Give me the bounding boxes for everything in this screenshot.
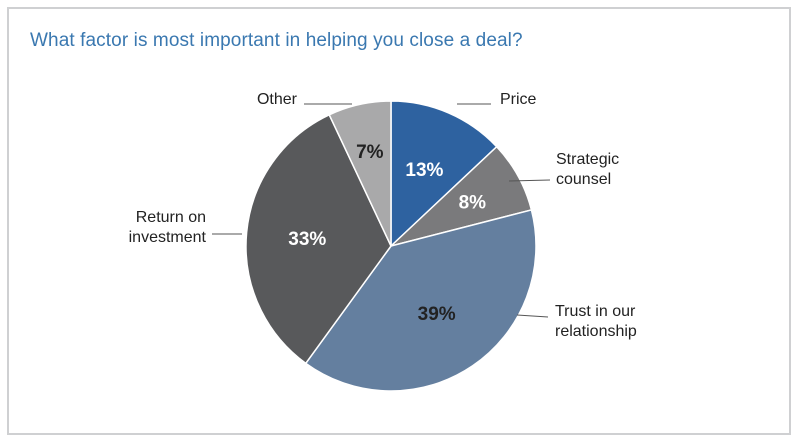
slice-value-other: 7% <box>356 142 384 163</box>
slice-label-price: Price <box>500 91 537 108</box>
pie-slice-other <box>328 100 392 247</box>
leader-line-strategic-counsel <box>508 179 551 182</box>
slice-label-strategic-counsel: Strategic counsel <box>556 151 619 188</box>
slice-value-strategic-counsel: 8% <box>459 192 487 213</box>
leader-line-trust-in-our-relationship <box>516 314 549 318</box>
slice-value-price: 13% <box>405 160 443 181</box>
slice-value-return-on-investment: 33% <box>288 229 326 250</box>
slice-label-other: Other <box>257 91 298 108</box>
slice-label-return-on-investment: Return on investment <box>129 209 207 246</box>
pie-slice-return-on-investment <box>245 113 392 365</box>
chart-title: What factor is most important in helping… <box>30 30 523 51</box>
slice-value-trust-in-our-relationship: 39% <box>418 304 456 325</box>
pie-slice-price <box>390 100 498 248</box>
slice-label-trust-in-our-relationship: Trust in our relationship <box>555 303 637 340</box>
pie-slice-trust-in-our-relationship <box>304 209 537 392</box>
